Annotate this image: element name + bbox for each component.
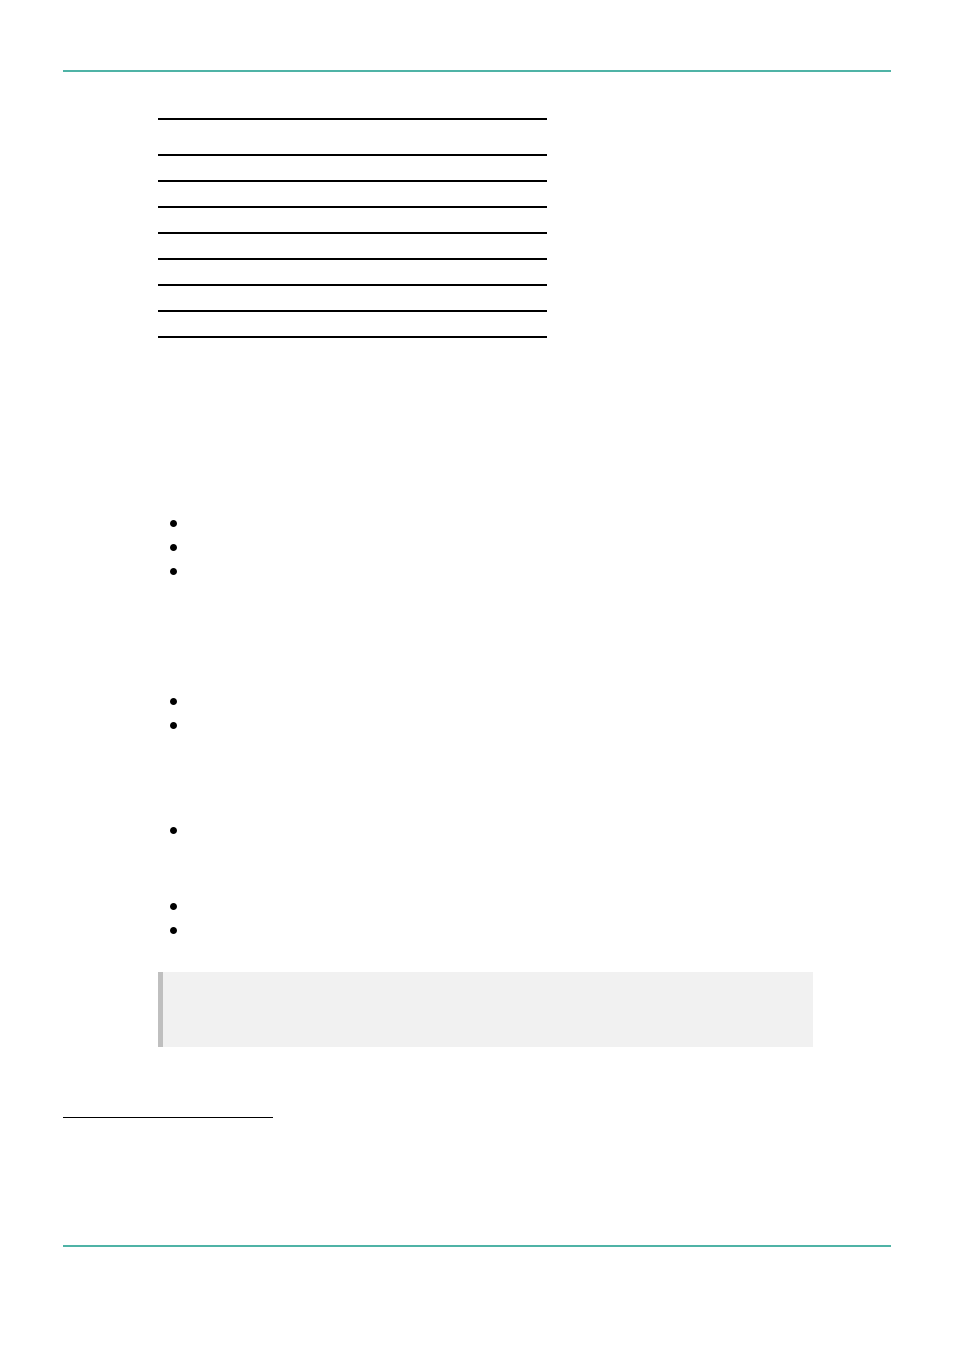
list-bullet (170, 827, 177, 834)
list-bullet (170, 520, 177, 527)
table-row-rule (158, 310, 547, 312)
document-page (0, 0, 954, 1351)
callout-box (158, 972, 813, 1047)
table-row-rule (158, 232, 547, 234)
table-row-rule (158, 118, 547, 120)
table-row-rule (158, 284, 547, 286)
table-row-rule (158, 180, 547, 182)
footnote-separator (63, 1117, 273, 1118)
list-bullet (170, 927, 177, 934)
list-bullet (170, 722, 177, 729)
callout-accent-bar (158, 972, 163, 1047)
table-row-rule (158, 206, 547, 208)
list-bullet (170, 903, 177, 910)
table-row-rule (158, 336, 547, 338)
list-bullet (170, 698, 177, 705)
table-row-rule (158, 154, 547, 156)
top-accent-rule (63, 70, 891, 72)
list-bullet (170, 544, 177, 551)
list-bullet (170, 568, 177, 575)
bottom-accent-rule (63, 1245, 891, 1247)
table-row-rule (158, 258, 547, 260)
